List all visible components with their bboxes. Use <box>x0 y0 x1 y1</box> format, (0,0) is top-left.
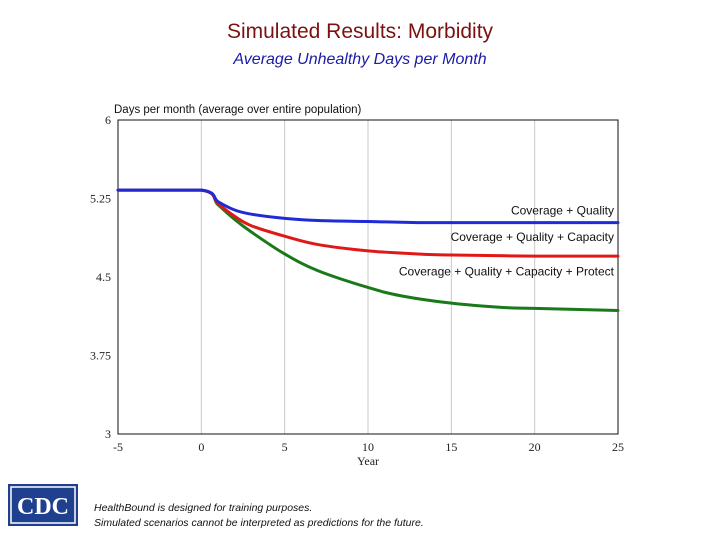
x-axis-ticks: -5 0 5 10 15 20 25 <box>113 440 624 454</box>
line-chart: Days per month (average over entire popu… <box>90 104 624 468</box>
disclaimer-line-2: Simulated scenarios cannot be interprete… <box>94 517 424 529</box>
x-tick-label: -5 <box>113 440 123 454</box>
cdc-logo: CDC <box>8 484 78 526</box>
x-tick-label: 20 <box>529 440 541 454</box>
cdc-logo-text: CDC <box>17 494 69 520</box>
series-line-2 <box>116 188 620 258</box>
y-axis-ticks: 6 5.25 4.5 3.75 3 <box>90 113 111 441</box>
x-tick-label: 10 <box>362 440 374 454</box>
x-tick-label: 5 <box>282 440 288 454</box>
y-tick-label: 3.75 <box>90 349 111 363</box>
x-axis-label: Year <box>357 454 379 468</box>
y-tick-label: 3 <box>105 427 111 441</box>
y-tick-label: 4.5 <box>96 270 111 284</box>
series-line-1 <box>116 188 620 225</box>
slide-subtitle: Average Unhealthy Days per Month <box>233 51 487 68</box>
series-label-1: Coverage + Quality <box>511 204 614 218</box>
disclaimer-line-1: HealthBound is designed for training pur… <box>94 502 313 514</box>
x-tick-label: 0 <box>198 440 204 454</box>
series-lines <box>116 188 620 312</box>
series-label-3: Coverage + Quality + Capacity + Protect <box>399 264 615 278</box>
series-label-2: Coverage + Quality + Capacity <box>451 230 614 244</box>
x-tick-label: 25 <box>612 440 624 454</box>
y-axis-header: Days per month (average over entire popu… <box>114 104 362 116</box>
chart-grid <box>200 120 536 434</box>
x-tick-label: 15 <box>445 440 457 454</box>
slide-title: Simulated Results: Morbidity <box>226 20 494 43</box>
series-line-3 <box>116 188 620 312</box>
plot-frame <box>117 119 619 435</box>
series-labels: Coverage + Quality Coverage + Quality + C… <box>399 204 615 279</box>
y-tick-label: 5.25 <box>90 192 111 206</box>
y-tick-label: 6 <box>105 113 111 127</box>
disclaimer: HealthBound is designed for training pur… <box>94 501 424 531</box>
